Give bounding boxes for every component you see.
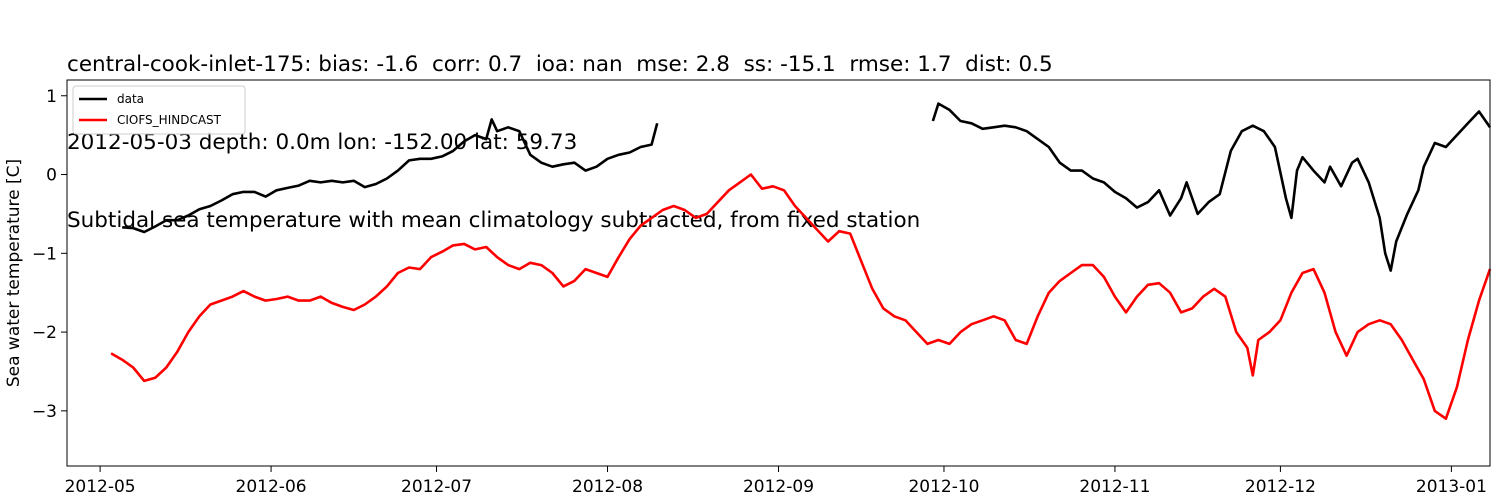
x-tick-label: 2012-11 — [1079, 477, 1150, 497]
series-line-data-segment-2 — [931, 102, 1492, 272]
legend-label-data: data — [117, 92, 144, 106]
x-tick-label: 2012-07 — [401, 477, 472, 497]
series-line-ciofs-hindcast-segment-1 — [110, 173, 1492, 420]
y-tick-label: −3 — [32, 402, 57, 422]
chart-title: central-cook-inlet-175: bias: -1.6 corr:… — [67, 0, 1053, 260]
series-line-data-segment-1 — [122, 118, 659, 234]
plot-frame — [66, 79, 1491, 467]
x-tick-label: 2013-01 — [1416, 477, 1487, 497]
x-tick-label: 2012-09 — [743, 477, 814, 497]
x-tick-label: 2012-08 — [572, 477, 643, 497]
y-axis: 1 0 −1 −2 −3 — [32, 87, 67, 422]
x-tick-label: 2012-10 — [908, 477, 979, 497]
y-tick-label: 1 — [46, 87, 57, 107]
x-tick-label: 2012-05 — [65, 477, 136, 497]
x-axis: 2012-05 2012-06 2012-07 2012-08 2012-09 2012-… — [65, 466, 1487, 497]
legend: data CIOFS_HINDCAST — [72, 85, 246, 135]
y-axis-label: Sea water temperature [C] — [4, 159, 24, 387]
y-tick-label: 0 — [46, 166, 57, 186]
x-tick-label: 2012-06 — [236, 477, 307, 497]
legend-label-ciofs-hindcast: CIOFS_HINDCAST — [117, 113, 222, 127]
x-tick-label: 2012-12 — [1245, 477, 1316, 497]
y-tick-label: −1 — [32, 244, 57, 264]
title-line-3: Subtidal sea temperature with mean clima… — [67, 208, 921, 233]
plot-content — [110, 102, 1492, 420]
y-tick-label: −2 — [32, 323, 57, 343]
title-line-1: central-cook-inlet-175: bias: -1.6 corr:… — [67, 52, 1053, 77]
legend-box — [72, 85, 246, 135]
